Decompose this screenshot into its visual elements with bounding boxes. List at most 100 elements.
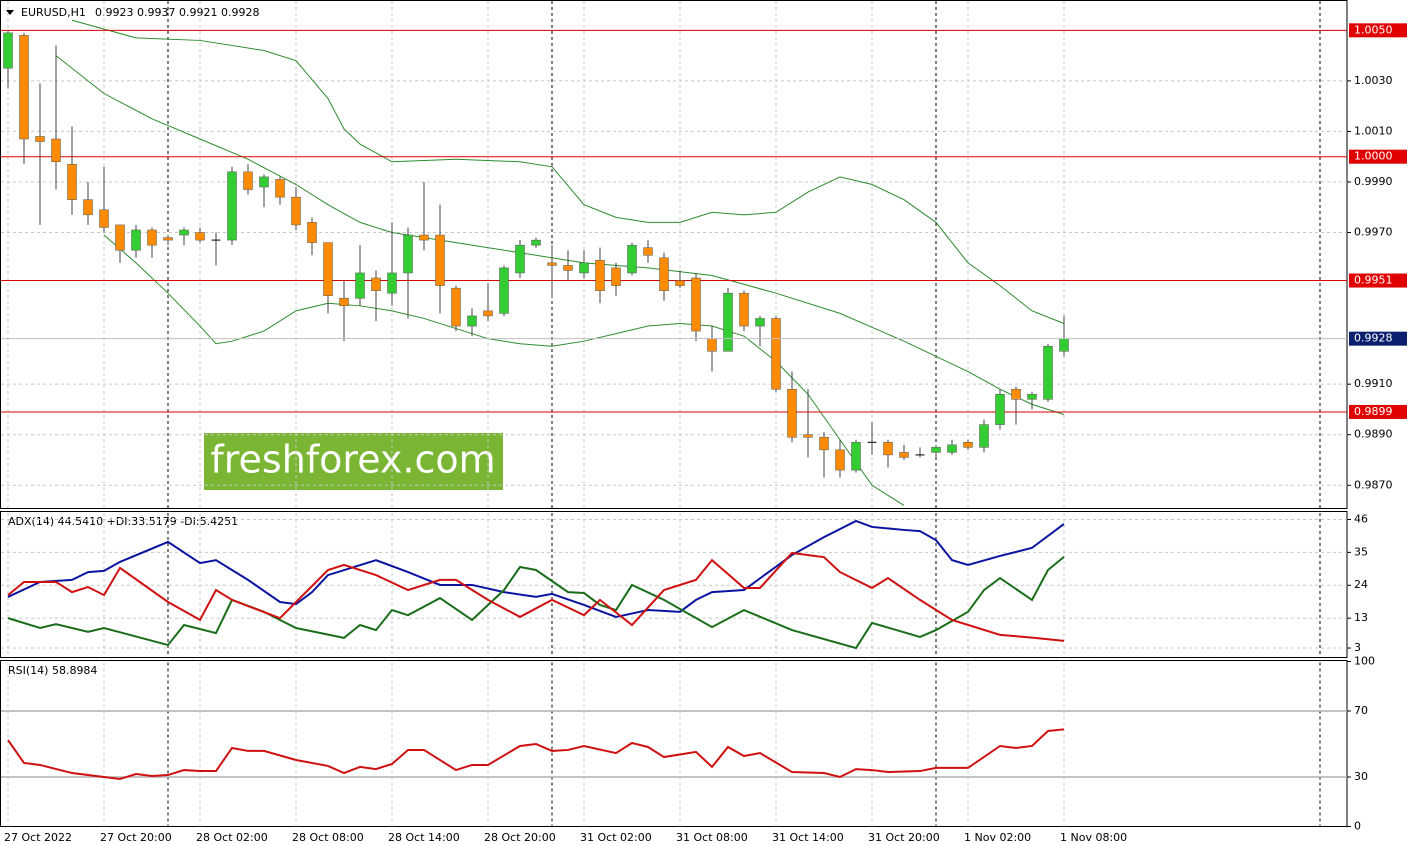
candle-body (691, 277, 701, 332)
level-label-box (1349, 149, 1407, 164)
candle-body (3, 32, 13, 69)
bollinger-upper (71, 19, 1065, 324)
x-tick-label: 1 Nov 02:00 (964, 831, 1031, 844)
candle-body (467, 315, 477, 327)
y-tick-label: 0.9910 (1354, 377, 1393, 390)
candle-body (563, 265, 573, 271)
candle-body (339, 297, 349, 307)
candle-body (99, 209, 109, 228)
candle-body (1011, 388, 1021, 400)
candle-body (627, 244, 637, 274)
candle-body (371, 277, 381, 291)
candle-body (195, 232, 205, 241)
x-tick-label: 28 Oct 02:00 (196, 831, 268, 844)
y-tick-label: 24 (1354, 578, 1368, 591)
y-tick-label: 100 (1354, 655, 1375, 668)
candle-body (355, 272, 365, 299)
menu-arrow[interactable] (6, 10, 14, 15)
y-tick-label: 30 (1354, 770, 1368, 783)
candle-body (323, 242, 333, 296)
level-label: 0.9899 (1354, 405, 1393, 418)
indicator-line (7, 556, 1065, 650)
y-tick-label: 1.0030 (1354, 74, 1393, 87)
level-label: 0.9951 (1354, 274, 1393, 287)
x-tick-label: 27 Oct 20:00 (100, 831, 172, 844)
candle-body (515, 244, 525, 274)
candle-body (531, 239, 541, 246)
candle-body (227, 171, 237, 241)
candle-body (883, 442, 893, 456)
candle-body (995, 394, 1005, 425)
y-tick-label: 35 (1354, 545, 1368, 558)
candle-body (755, 318, 765, 327)
y-tick-label: 0.9890 (1354, 428, 1393, 441)
y-tick-label: 46 (1354, 512, 1368, 525)
candle-body (979, 424, 989, 448)
candle-body (499, 267, 509, 314)
candle-body (403, 234, 413, 274)
candle-body (931, 447, 941, 453)
candle-body (771, 318, 781, 390)
x-tick-label: 31 Oct 02:00 (580, 831, 652, 844)
candle-body (307, 222, 317, 243)
price-panel-frame (0, 0, 1348, 509)
candle-body (643, 247, 653, 256)
candle-body (899, 452, 909, 458)
watermark: freshforex.com (210, 438, 495, 482)
y-tick-label: 1.0010 (1354, 124, 1393, 137)
x-tick-label: 31 Oct 14:00 (772, 831, 844, 844)
candle-body (387, 272, 397, 294)
candle-body (291, 196, 301, 226)
indicator-line (7, 519, 1065, 618)
candle-body (803, 434, 813, 438)
candle-body (51, 138, 61, 163)
x-tick-label: 27 Oct 2022 (4, 831, 72, 844)
header-high: 0.9937 (137, 6, 176, 19)
level-label-box (1349, 404, 1407, 419)
candle-body (947, 444, 957, 453)
candle-body (35, 136, 45, 142)
x-tick-label: 28 Oct 08:00 (292, 831, 364, 844)
indicator-line (7, 728, 1065, 780)
candle-body (739, 292, 749, 327)
candle-body (83, 199, 93, 216)
y-tick-label: 70 (1354, 704, 1368, 717)
x-tick-label: 28 Oct 20:00 (484, 831, 556, 844)
indicator-line (7, 551, 1065, 642)
last-price-label: 0.9928 (1354, 332, 1393, 345)
candle-body (131, 229, 141, 251)
level-label: 1.0050 (1354, 23, 1393, 36)
rsi-panel-frame (0, 660, 1348, 827)
watermark-box (204, 433, 503, 490)
candle-body (1043, 345, 1053, 400)
candle-body (675, 280, 685, 286)
candle-body (835, 449, 845, 471)
candle-body (163, 237, 173, 241)
y-tick-label: 13 (1354, 611, 1368, 624)
rsi-title: RSI(14) 58.8984 (8, 664, 97, 677)
candle-body (275, 179, 285, 198)
candle-body (595, 260, 605, 291)
header-close: 0.9928 (221, 6, 260, 19)
header-open: 0.9923 (95, 6, 134, 19)
y-tick-label: 0.9990 (1354, 175, 1393, 188)
candle-body (963, 442, 973, 448)
level-label-box (1349, 273, 1407, 288)
candle-body (723, 292, 733, 352)
header-low: 0.9921 (179, 6, 218, 19)
y-tick-label: 0 (1354, 820, 1361, 833)
adx-panel-frame (0, 511, 1348, 658)
candle-body (483, 310, 493, 317)
candle-body (19, 35, 29, 140)
candle-body (707, 338, 717, 352)
candle-body (67, 164, 77, 200)
candle-body (787, 388, 797, 438)
candle-body (259, 176, 269, 188)
candle-body (1059, 338, 1069, 352)
symbol-title: EURUSD,H1 (21, 6, 86, 19)
y-tick-label: 0.9970 (1354, 226, 1393, 239)
candle-body (1027, 394, 1037, 400)
x-tick-label: 1 Nov 08:00 (1060, 831, 1127, 844)
